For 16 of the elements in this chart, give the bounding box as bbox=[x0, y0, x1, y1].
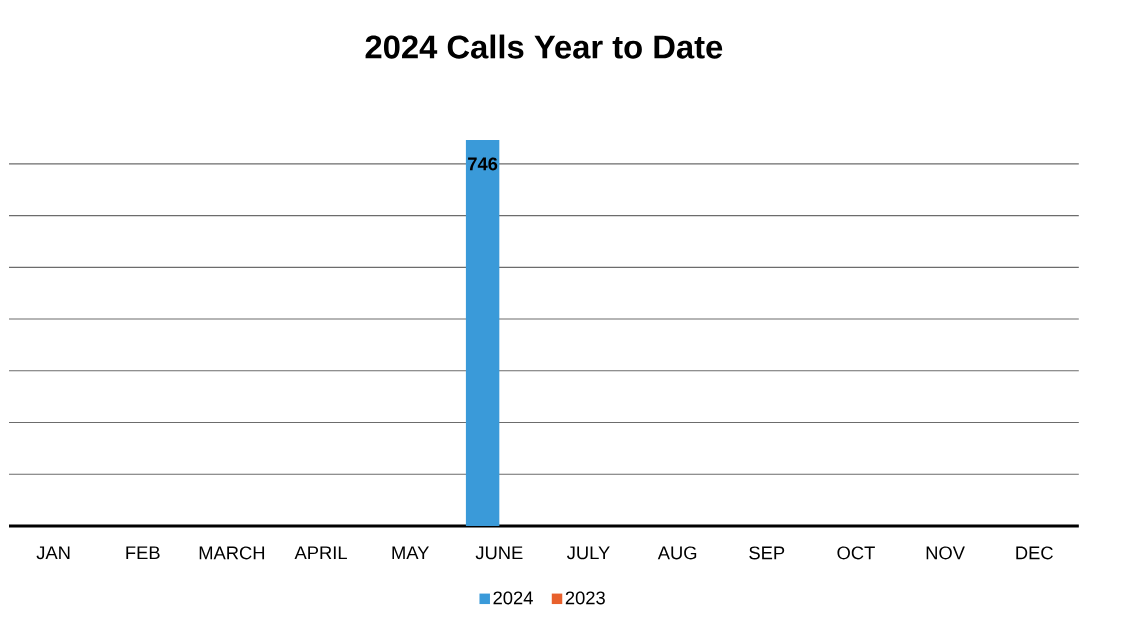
x-tick-label: JAN bbox=[36, 546, 70, 560]
x-tick-label: JULY bbox=[567, 546, 610, 560]
x-tick-label: MARCH bbox=[199, 546, 265, 560]
legend-label: 2023 bbox=[565, 591, 605, 605]
x-tick-label: OCT bbox=[837, 546, 875, 560]
data-label: 746 bbox=[468, 157, 498, 171]
x-tick-label: DEC bbox=[1016, 546, 1053, 560]
x-tick-label: FEB bbox=[126, 546, 160, 559]
legend-label: 2024 bbox=[493, 591, 533, 605]
x-tick-label: JUNE bbox=[475, 546, 523, 560]
x-tick-label: MAY bbox=[392, 546, 429, 559]
x-tick-label: SEP bbox=[749, 546, 785, 560]
x-tick-label: AUG bbox=[657, 546, 697, 560]
x-tick-label: NOV bbox=[926, 546, 965, 560]
x-tick-label: APRIL bbox=[294, 546, 347, 559]
chart-title: 2024 Calls Year to Date bbox=[365, 34, 723, 59]
